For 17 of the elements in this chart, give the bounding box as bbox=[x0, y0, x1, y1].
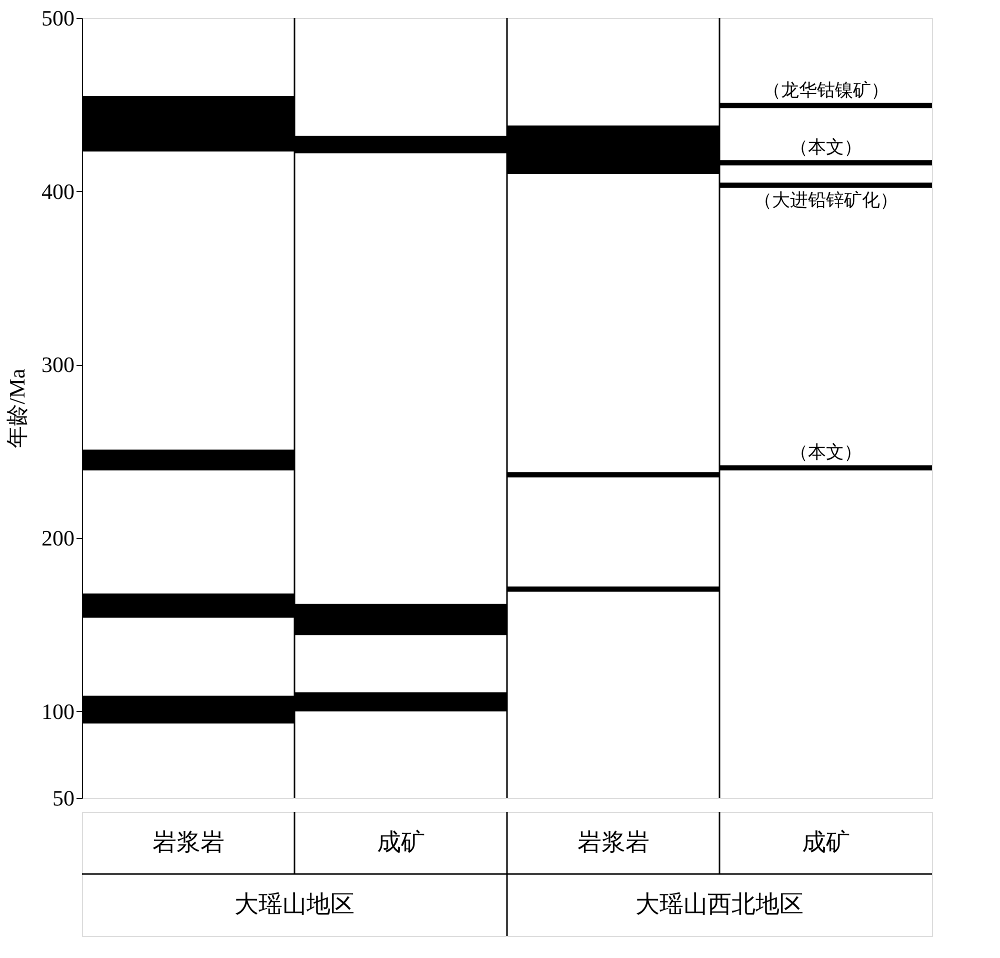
annotation: （本文） bbox=[790, 137, 862, 158]
text: 大瑶山西北地区 bbox=[636, 892, 804, 918]
y-tick-label: 300 bbox=[42, 352, 74, 378]
y-tick-label: 50 bbox=[52, 786, 74, 810]
annotation: （大进铅锌矿化） bbox=[754, 190, 898, 210]
text: 大瑶山地区 bbox=[234, 892, 354, 918]
x-tick-label: 岩浆岩 bbox=[577, 830, 650, 856]
x-tick-label: 岩浆岩 bbox=[152, 830, 224, 856]
annotation: （龙华钴镍矿） bbox=[762, 80, 889, 100]
y-tick-label: 500 bbox=[42, 6, 74, 30]
x-tick-label: 成矿 bbox=[802, 829, 850, 856]
annotation: （本文） bbox=[790, 442, 862, 462]
y-axis-title: 年龄/Ma bbox=[4, 368, 30, 448]
y-tick-label: 200 bbox=[42, 526, 74, 550]
y-tick-label: 100 bbox=[42, 698, 74, 724]
x-tick-label: 成矿 bbox=[376, 829, 425, 856]
y-tick-label: 400 bbox=[42, 178, 74, 204]
